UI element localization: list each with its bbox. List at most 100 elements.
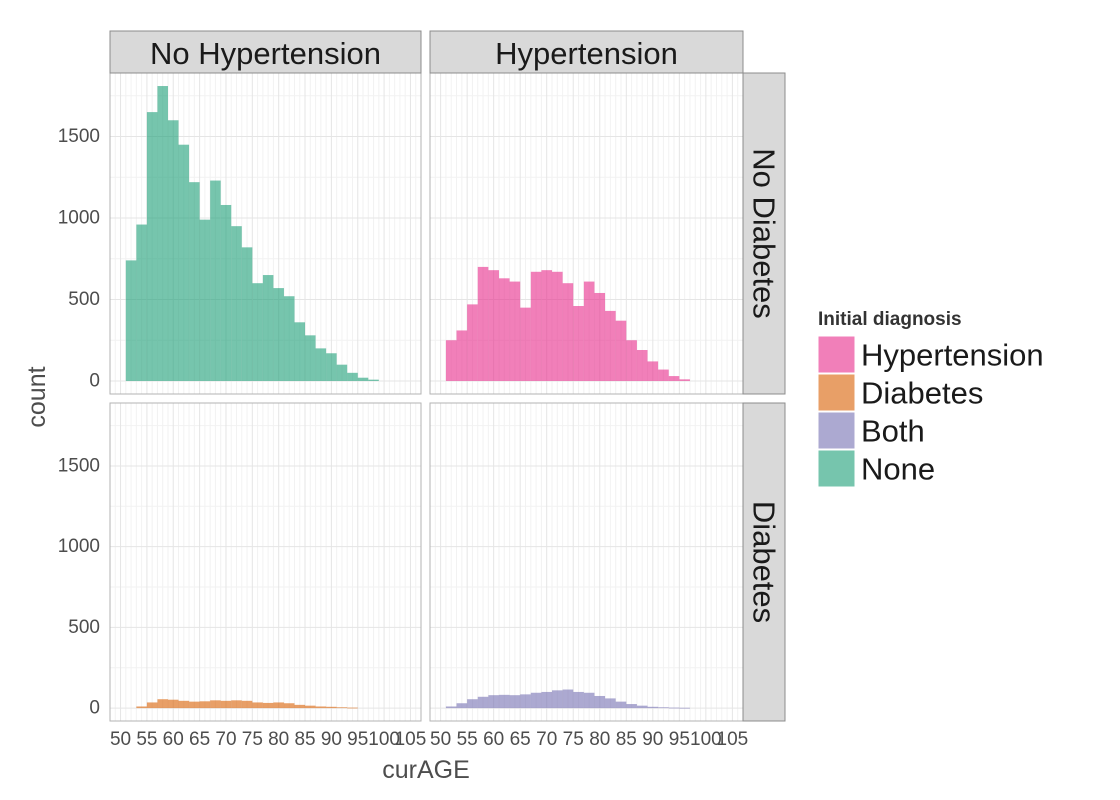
x-tick-label: 100	[690, 729, 722, 750]
x-tick-label: 70	[215, 729, 236, 750]
x-tick-label: 65	[510, 729, 531, 750]
x-tick-label: 60	[163, 729, 184, 750]
histogram-bar-1-0-11	[252, 702, 263, 709]
panel-1-0	[109, 402, 422, 722]
histogram-bar-1-1-11	[562, 689, 574, 709]
legend-key-none	[817, 449, 856, 488]
histogram-bar-0-1-20	[658, 369, 669, 381]
x-tick-label: 50	[110, 729, 131, 750]
histogram-bar-0-1-7	[520, 307, 531, 381]
histogram-bar-0-1-0	[445, 340, 457, 381]
histogram-bar-0-0-6	[189, 182, 200, 381]
histogram-bar-0-0-16	[294, 322, 306, 381]
histogram-bar-0-1-14	[594, 292, 606, 381]
legend-title: Initial diagnosis	[818, 309, 962, 330]
histogram-bar-0-1-13	[583, 281, 595, 381]
histogram-bar-1-1-20	[658, 707, 669, 709]
x-tick-label: 90	[642, 729, 663, 750]
x-tick-label: 50	[430, 729, 451, 750]
histogram-bar-1-0-10	[241, 700, 253, 709]
x-tick-label: 55	[457, 729, 478, 750]
legend-label-none: None	[861, 452, 935, 487]
x-tick-label: 90	[321, 729, 342, 750]
x-tick-label: 75	[563, 729, 584, 750]
histogram-bar-1-1-2	[467, 699, 478, 709]
histogram-bar-0-0-22	[357, 377, 369, 381]
x-tick-label: 70	[536, 729, 557, 750]
histogram-bar-0-0-5	[178, 144, 190, 381]
legend-key-hypertension	[817, 335, 856, 374]
histogram-bar-1-0-2	[157, 699, 168, 709]
histogram-bar-1-0-18	[326, 706, 337, 709]
legend: Initial diagnosis HypertensionDiabetesBo…	[817, 309, 1044, 488]
histogram-bar-1-0-15	[294, 704, 306, 709]
histogram-bar-0-1-15	[605, 310, 616, 381]
histogram-bar-1-1-10	[552, 690, 563, 709]
x-tick-label: 60	[483, 729, 504, 750]
histogram-bar-0-1-5	[498, 278, 510, 381]
histogram-bar-0-0-17	[305, 335, 316, 381]
histogram-bar-0-0-15	[283, 296, 295, 381]
facet-strip-col-1-bg	[429, 30, 744, 74]
x-tick-label: 85	[294, 729, 315, 750]
histogram-bar-1-1-5	[498, 694, 510, 709]
facet-strip-row-1-bg	[742, 402, 786, 722]
histogram-bar-0-0-20	[336, 364, 348, 381]
histogram-bar-1-0-13	[273, 702, 284, 709]
histogram-bar-1-0-12	[262, 702, 274, 709]
histogram-bar-1-0-1	[146, 702, 158, 709]
histogram-bar-0-1-16	[615, 320, 627, 381]
histogram-bar-1-1-14	[594, 695, 606, 709]
x-tick-label: 100	[368, 729, 400, 750]
histogram-bar-0-1-3	[477, 266, 489, 381]
histogram-bar-1-0-5	[189, 701, 200, 709]
histogram-bar-1-1-19	[647, 706, 659, 709]
facet-strip-row-0-bg	[742, 72, 786, 395]
facet-strip-row-0-label: No Diabetes	[747, 148, 782, 319]
histogram-bar-0-0-9	[220, 204, 232, 381]
histogram-bar-1-0-20	[347, 707, 358, 709]
histogram-bar-1-0-3	[167, 699, 179, 709]
histogram-bar-1-1-9	[541, 691, 553, 709]
x-tick-label: 80	[589, 729, 610, 750]
histogram-bar-1-0-4	[178, 700, 190, 709]
histogram-bar-1-1-1	[456, 703, 468, 709]
histogram-bar-0-1-1	[456, 330, 468, 381]
histogram-bar-0-1-11	[562, 283, 574, 381]
histogram-bar-1-1-16	[615, 701, 627, 709]
x-tick-label: 105	[395, 729, 427, 750]
y-tick-label: 1000	[58, 208, 100, 229]
y-tick-label: 1500	[58, 455, 100, 476]
histogram-bar-0-1-4	[488, 270, 499, 381]
histogram-bar-0-1-22	[679, 379, 690, 381]
histogram-bar-0-0-7	[199, 219, 211, 381]
legend-label-hypertension: Hypertension	[861, 338, 1044, 373]
x-tick-label: 95	[347, 729, 368, 750]
x-axis-title: curAGE	[382, 756, 470, 784]
histogram-bar-1-1-21	[668, 707, 680, 709]
histogram-bar-0-1-8	[530, 271, 542, 381]
histogram-bar-1-0-17	[315, 706, 327, 709]
histogram-bar-0-0-11	[241, 247, 253, 381]
histogram-bar-1-1-4	[488, 695, 499, 709]
histogram-bar-0-0-18	[315, 348, 327, 381]
histogram-bar-1-1-13	[583, 692, 595, 709]
panel-background	[110, 403, 421, 721]
histogram-bar-0-0-4	[167, 120, 179, 381]
histogram-bar-0-1-10	[552, 271, 563, 381]
histogram-bar-0-1-9	[541, 270, 553, 381]
histogram-bar-1-1-7	[520, 694, 531, 709]
histogram-bar-0-0-3	[157, 86, 168, 381]
histogram-bar-1-1-3	[477, 696, 489, 709]
histogram-bar-1-0-9	[231, 700, 242, 709]
histogram-bar-0-0-23	[368, 379, 379, 381]
histogram-bar-0-1-17	[626, 340, 637, 381]
facet-strip-col-0-bg	[109, 30, 422, 74]
histogram-bar-0-0-14	[273, 288, 284, 381]
histogram-bar-0-0-8	[210, 180, 221, 381]
legend-key-both	[817, 411, 856, 450]
histogram-bar-0-0-21	[347, 372, 358, 381]
x-tick-label: 65	[189, 729, 210, 750]
